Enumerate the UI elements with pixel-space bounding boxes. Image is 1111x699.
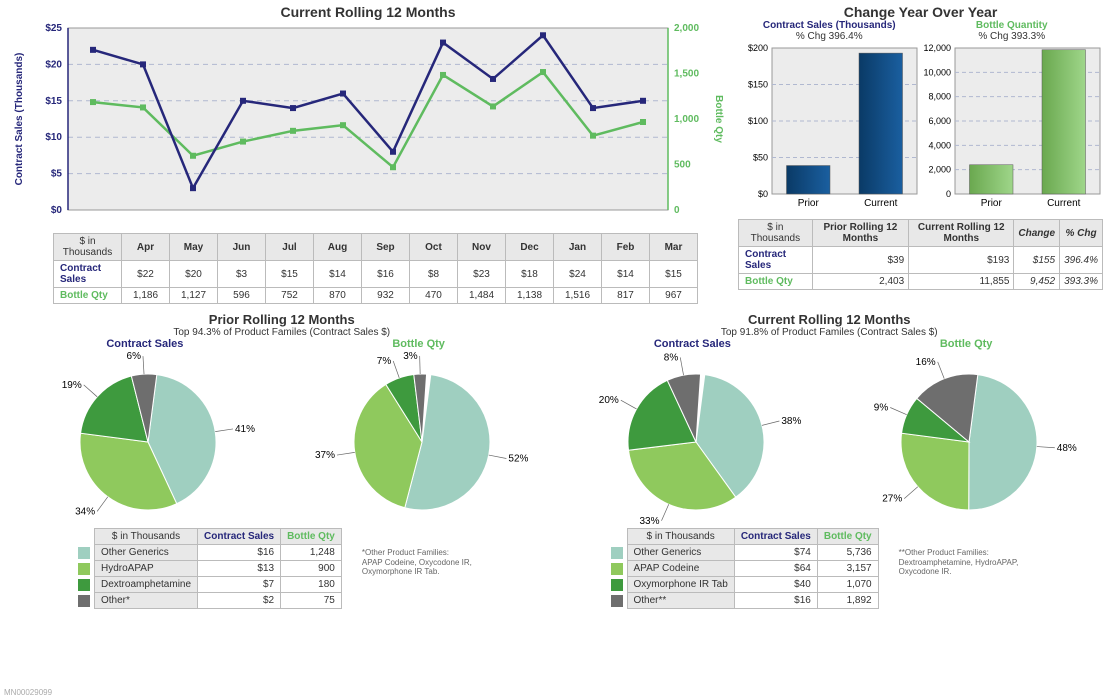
svg-text:$0: $0 <box>758 189 768 199</box>
svg-text:10,000: 10,000 <box>923 67 951 77</box>
prior-table: $ in ThousandsContract SalesBottle QtyOt… <box>78 528 342 609</box>
prior-sub: Top 94.3% of Product Familes (Contract S… <box>8 327 556 338</box>
yoy-left-chart: $0 $50 $100 $150 $200 Prior Current <box>738 42 923 212</box>
svg-text:38%: 38% <box>781 416 801 427</box>
current-cs-title: Contract Sales <box>556 338 830 350</box>
svg-text:20%: 20% <box>598 395 618 406</box>
svg-text:3%: 3% <box>403 351 418 362</box>
prior-title: Prior Rolling 12 Months <box>8 312 556 327</box>
current-sub: Top 91.8% of Product Familes (Contract S… <box>556 327 1104 338</box>
svg-text:9%: 9% <box>874 403 889 414</box>
svg-text:Contract Sales (Thousands): Contract Sales (Thousands) <box>14 53 25 186</box>
current-title: Current Rolling 12 Months <box>556 312 1104 327</box>
yoy-panel: Change Year Over Year Contract Sales (Th… <box>728 4 1103 304</box>
prior-bq-pie: 52% 37% 7% 3% <box>282 350 552 525</box>
prior-cs-pie: 41% 34% 19% 6% <box>8 350 278 525</box>
svg-text:52%: 52% <box>508 453 528 464</box>
current-bq-title: Bottle Qty <box>829 338 1103 350</box>
svg-text:16%: 16% <box>916 357 936 368</box>
main-chart: $0 $5 $10 $15 $20 $25 0 500 1,000 1,500 2,000 Contr… <box>8 20 728 230</box>
svg-text:$5: $5 <box>51 169 63 180</box>
svg-text:$20: $20 <box>45 59 62 70</box>
main-table-wrap: $ in ThousandsAprMayJunJulAugSepOctNovDe… <box>8 233 728 304</box>
current-note: **Other Product Families: Dextroamphetam… <box>879 528 1019 577</box>
svg-text:2,000: 2,000 <box>674 23 699 34</box>
svg-text:$100: $100 <box>748 116 768 126</box>
yoy-right-title: Bottle Quantity <box>921 20 1104 31</box>
svg-text:$200: $200 <box>748 43 768 53</box>
svg-text:500: 500 <box>674 160 691 171</box>
prior-bq-title: Bottle Qty <box>282 338 556 350</box>
current-panel: Current Rolling 12 Months Top 91.8% of P… <box>556 312 1104 609</box>
main-panel: Current Rolling 12 Months $0$5$10$15$20$… <box>8 4 728 304</box>
svg-text:0: 0 <box>945 189 950 199</box>
svg-text:$25: $25 <box>45 23 62 34</box>
svg-text:34%: 34% <box>75 506 95 517</box>
current-table: $ in ThousandsContract SalesBottle QtyOt… <box>611 528 879 609</box>
svg-text:8%: 8% <box>663 352 678 363</box>
svg-text:2,000: 2,000 <box>928 165 951 175</box>
current-cs-pie: 38% 33% 20% 8% <box>556 350 826 525</box>
svg-text:1,500: 1,500 <box>674 69 699 80</box>
yoy-left-title: Contract Sales (Thousands) <box>738 20 921 31</box>
yoy-title: Change Year Over Year <box>738 4 1103 20</box>
yoy-table: $ in ThousandsPrior Rolling 12 MonthsCur… <box>738 219 1103 290</box>
svg-text:4,000: 4,000 <box>928 140 951 150</box>
svg-text:19%: 19% <box>62 380 82 391</box>
yoy-right-sub: % Chg 393.3% <box>921 31 1104 42</box>
prior-cs-title: Contract Sales <box>8 338 282 350</box>
dashboard: Current Rolling 12 Months $0$5$10$15$20$… <box>0 0 1111 613</box>
svg-text:37%: 37% <box>315 450 335 461</box>
svg-text:6,000: 6,000 <box>928 116 951 126</box>
svg-text:$15: $15 <box>45 96 62 107</box>
svg-text:48%: 48% <box>1057 443 1077 454</box>
svg-text:27%: 27% <box>882 494 902 505</box>
main-title: Current Rolling 12 Months <box>8 4 728 20</box>
svg-text:$50: $50 <box>753 153 768 163</box>
svg-text:1,000: 1,000 <box>674 114 699 125</box>
main-table: $ in ThousandsAprMayJunJulAugSepOctNovDe… <box>53 233 698 304</box>
yoy-right-chart: 0 2,000 4,000 6,000 8,000 10,000 12,000 Prior Cu… <box>921 42 1106 212</box>
svg-text:Current: Current <box>1047 198 1081 209</box>
yoy-left-sub: % Chg 396.4% <box>738 31 921 42</box>
prior-panel: Prior Rolling 12 Months Top 94.3% of Pro… <box>8 312 556 609</box>
svg-text:Current: Current <box>864 198 898 209</box>
svg-text:0: 0 <box>674 205 680 216</box>
svg-text:12,000: 12,000 <box>923 43 951 53</box>
svg-text:33%: 33% <box>639 516 659 525</box>
svg-text:Prior: Prior <box>980 198 1002 209</box>
svg-text:41%: 41% <box>235 424 255 435</box>
prior-note: *Other Product Families: APAP Codeine, O… <box>342 528 482 577</box>
svg-text:7%: 7% <box>377 356 392 367</box>
svg-text:$10: $10 <box>45 132 62 143</box>
svg-text:8,000: 8,000 <box>928 92 951 102</box>
svg-text:$0: $0 <box>51 205 63 216</box>
current-bq-pie: 48% 27% 9% 16% <box>829 350 1099 525</box>
id-note: MN00029099 <box>4 688 52 697</box>
svg-text:6%: 6% <box>127 351 142 362</box>
svg-text:Prior: Prior <box>798 198 820 209</box>
svg-text:Bottle Qty: Bottle Qty <box>713 95 724 143</box>
svg-text:$150: $150 <box>748 80 768 90</box>
